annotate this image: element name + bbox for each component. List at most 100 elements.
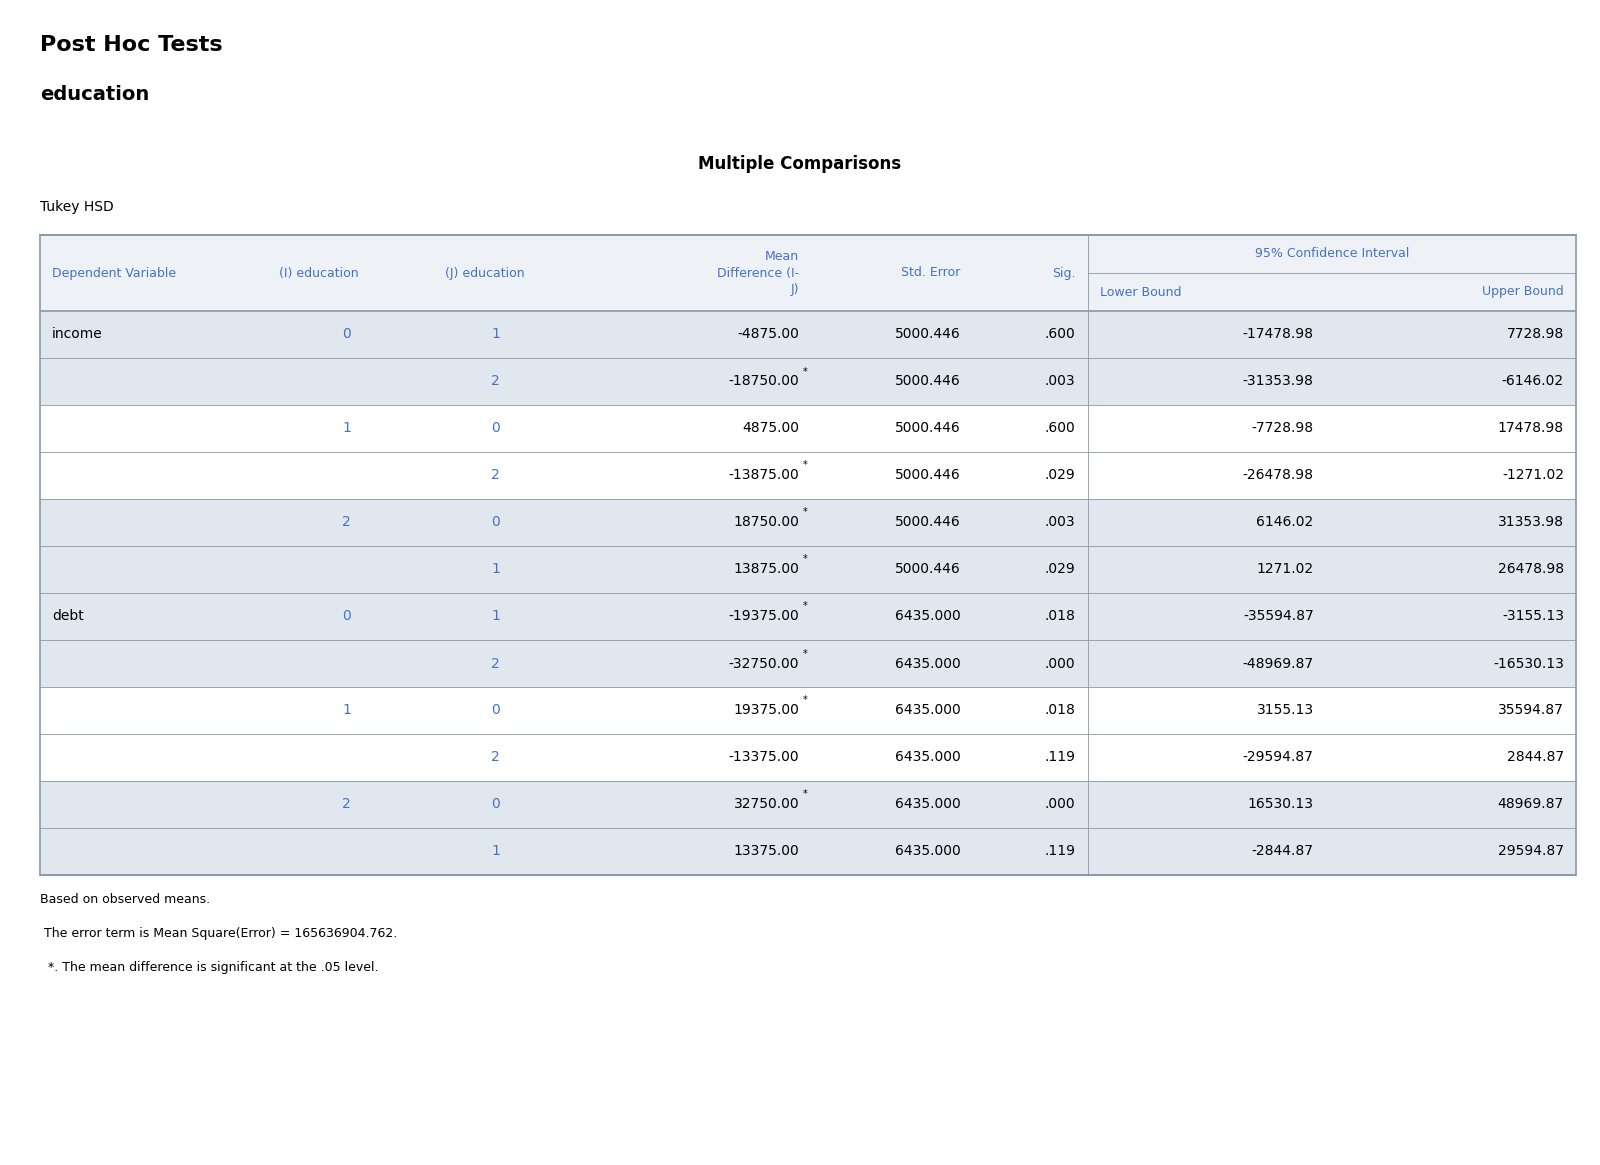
Text: .600: .600 [1045, 422, 1075, 436]
Text: 4875.00: 4875.00 [742, 422, 798, 436]
Text: .018: .018 [1045, 704, 1075, 718]
Text: 5000.446: 5000.446 [894, 374, 960, 388]
Text: *: * [803, 649, 808, 658]
Text: *: * [803, 367, 808, 376]
Text: 2: 2 [342, 515, 350, 530]
Text: 16530.13: 16530.13 [1248, 798, 1314, 812]
Text: *: * [803, 696, 808, 706]
Bar [40, 358, 1576, 405]
Text: -35594.87: -35594.87 [1243, 609, 1314, 623]
Text: -26478.98: -26478.98 [1243, 468, 1314, 482]
Bar [40, 405, 1576, 452]
Text: 1271.02: 1271.02 [1256, 563, 1314, 577]
Bar [40, 781, 1576, 828]
Text: 31353.98: 31353.98 [1498, 515, 1563, 530]
Text: 0: 0 [491, 515, 501, 530]
Text: 0: 0 [491, 704, 501, 718]
Bar [40, 546, 1576, 593]
Text: 19375.00: 19375.00 [733, 704, 798, 718]
Bar [40, 687, 1576, 734]
Text: 29594.87: 29594.87 [1498, 845, 1563, 859]
Text: .018: .018 [1045, 609, 1075, 623]
Text: .000: .000 [1045, 798, 1075, 812]
Text: 32750.00: 32750.00 [733, 798, 798, 812]
Bar [40, 734, 1576, 781]
Text: 7728.98: 7728.98 [1507, 327, 1563, 341]
Text: 17478.98: 17478.98 [1498, 422, 1563, 436]
Text: 1: 1 [491, 327, 501, 341]
Text: 6146.02: 6146.02 [1256, 515, 1314, 530]
Text: -1271.02: -1271.02 [1502, 468, 1563, 482]
Bar [40, 235, 1576, 311]
Text: debt: debt [51, 609, 83, 623]
Text: *: * [803, 601, 808, 612]
Bar [40, 828, 1576, 875]
Text: *: * [803, 460, 808, 471]
Text: 2: 2 [342, 798, 350, 812]
Text: 2: 2 [491, 468, 501, 482]
Text: Lower Bound: Lower Bound [1099, 285, 1181, 298]
Text: 5000.446: 5000.446 [894, 563, 960, 577]
Text: -13875.00: -13875.00 [728, 468, 798, 482]
Text: 2: 2 [491, 374, 501, 388]
Text: 2844.87: 2844.87 [1507, 750, 1563, 764]
Text: .119: .119 [1045, 750, 1075, 764]
Text: Mean
Difference (I-
J): Mean Difference (I- J) [717, 250, 798, 296]
Text: Std. Error: Std. Error [901, 267, 960, 280]
Bar [40, 499, 1576, 546]
Text: 0: 0 [491, 798, 501, 812]
Text: 18750.00: 18750.00 [733, 515, 798, 530]
Text: 0: 0 [491, 422, 501, 436]
Text: Based on observed means.: Based on observed means. [40, 894, 210, 906]
Text: -19375.00: -19375.00 [728, 609, 798, 623]
Text: 6435.000: 6435.000 [894, 657, 960, 671]
Text: *. The mean difference is significant at the .05 level.: *. The mean difference is significant at… [40, 961, 379, 974]
Text: 5000.446: 5000.446 [894, 468, 960, 482]
Text: 1: 1 [342, 704, 350, 718]
Text: 13875.00: 13875.00 [733, 563, 798, 577]
Text: -2844.87: -2844.87 [1251, 845, 1314, 859]
Bar [40, 311, 1576, 358]
Text: Upper Bound: Upper Bound [1482, 285, 1563, 298]
Text: Post Hoc Tests: Post Hoc Tests [40, 35, 222, 55]
Text: 6435.000: 6435.000 [894, 609, 960, 623]
Text: -18750.00: -18750.00 [728, 374, 798, 388]
Text: 5000.446: 5000.446 [894, 515, 960, 530]
Text: .119: .119 [1045, 845, 1075, 859]
Text: .029: .029 [1045, 468, 1075, 482]
Text: 3155.13: 3155.13 [1256, 704, 1314, 718]
Text: 6435.000: 6435.000 [894, 798, 960, 812]
Text: .003: .003 [1045, 515, 1075, 530]
Text: 26478.98: 26478.98 [1498, 563, 1563, 577]
Text: 2: 2 [491, 750, 501, 764]
Text: Tukey HSD: Tukey HSD [40, 200, 114, 214]
Text: 35594.87: 35594.87 [1498, 704, 1563, 718]
Bar [40, 640, 1576, 687]
Text: 6435.000: 6435.000 [894, 750, 960, 764]
Text: 0: 0 [342, 327, 350, 341]
Text: *: * [803, 555, 808, 565]
Text: Multiple Comparisons: Multiple Comparisons [699, 155, 901, 172]
Text: -4875.00: -4875.00 [738, 327, 798, 341]
Text: 13375.00: 13375.00 [733, 845, 798, 859]
Text: .000: .000 [1045, 657, 1075, 671]
Text: The error term is Mean Square(Error) = 165636904.762.: The error term is Mean Square(Error) = 1… [40, 927, 397, 940]
Text: -3155.13: -3155.13 [1502, 609, 1563, 623]
Text: -17478.98: -17478.98 [1243, 327, 1314, 341]
Bar [40, 235, 1576, 875]
Text: Sig.: Sig. [1053, 267, 1075, 280]
Text: -6146.02: -6146.02 [1502, 374, 1563, 388]
Text: -7728.98: -7728.98 [1251, 422, 1314, 436]
Bar [40, 593, 1576, 640]
Text: -29594.87: -29594.87 [1243, 750, 1314, 764]
Text: .600: .600 [1045, 327, 1075, 341]
Text: *: * [803, 508, 808, 517]
Text: .029: .029 [1045, 563, 1075, 577]
Text: 5000.446: 5000.446 [894, 422, 960, 436]
Text: Dependent Variable: Dependent Variable [51, 267, 176, 280]
Text: 6435.000: 6435.000 [894, 704, 960, 718]
Text: .003: .003 [1045, 374, 1075, 388]
Text: -32750.00: -32750.00 [728, 657, 798, 671]
Text: -48969.87: -48969.87 [1243, 657, 1314, 671]
Text: 2: 2 [491, 657, 501, 671]
